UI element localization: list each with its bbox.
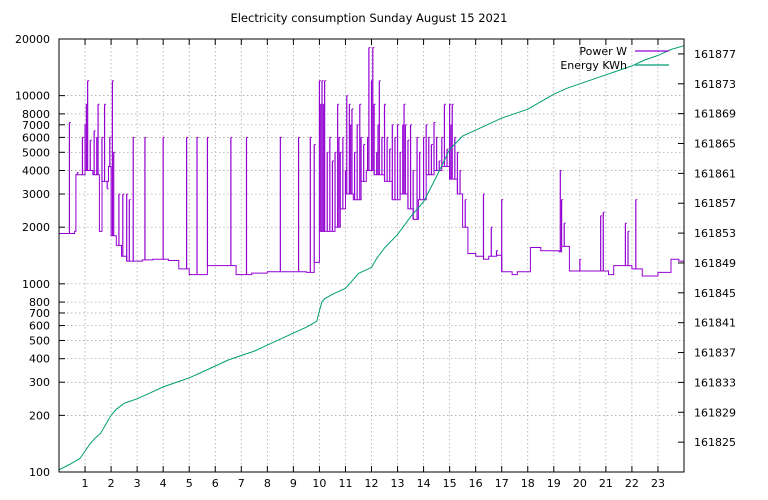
y-tick-label: 800 bbox=[29, 296, 50, 309]
legend-label-power: Power W bbox=[579, 45, 627, 58]
y2-tick-label: 161849 bbox=[694, 257, 736, 270]
y-tick-label: 300 bbox=[29, 376, 50, 389]
y-tick-label: 8000 bbox=[22, 108, 50, 121]
energy-series-line bbox=[58, 45, 685, 471]
legend: Power W Energy KWh bbox=[560, 45, 669, 72]
x-tick-label: 14 bbox=[417, 477, 431, 490]
y2-tick-label: 161865 bbox=[694, 138, 736, 151]
x-tick-label: 17 bbox=[495, 477, 509, 490]
x-tick-label: 10 bbox=[312, 477, 326, 490]
x-tick-label: 15 bbox=[443, 477, 457, 490]
x-tick-label: 12 bbox=[365, 477, 379, 490]
legend-label-energy: Energy KWh bbox=[560, 59, 627, 72]
y-tick-label: 700 bbox=[29, 307, 50, 320]
y-tick-label: 500 bbox=[29, 334, 50, 347]
y-tick-label: 400 bbox=[29, 353, 50, 366]
x-tick-label: 22 bbox=[625, 477, 639, 490]
y2-tick-label: 161873 bbox=[694, 78, 736, 91]
y-tick-label: 100 bbox=[29, 466, 50, 479]
x-tick-label: 9 bbox=[290, 477, 297, 490]
x-tick-label: 5 bbox=[186, 477, 193, 490]
y-tick-label: 5000 bbox=[22, 146, 50, 159]
y-tick-label: 6000 bbox=[22, 131, 50, 144]
x-tick-label: 11 bbox=[338, 477, 352, 490]
y-tick-label: 10000 bbox=[15, 90, 50, 103]
y2-tick-label: 161853 bbox=[694, 227, 736, 240]
x-tick-label: 21 bbox=[599, 477, 613, 490]
y2-tick-label: 161845 bbox=[694, 287, 736, 300]
x-tick-label: 7 bbox=[238, 477, 245, 490]
x-tick-label: 20 bbox=[573, 477, 587, 490]
x-tick-label: 23 bbox=[651, 477, 665, 490]
y2-tick-label: 161841 bbox=[694, 317, 736, 330]
y-tick-label: 20000 bbox=[15, 33, 50, 46]
x-tick-label: 19 bbox=[547, 477, 561, 490]
x-tick-label: 18 bbox=[521, 477, 535, 490]
y2-tick-label: 161869 bbox=[694, 108, 736, 121]
x-tick-label: 2 bbox=[108, 477, 115, 490]
y2-tick-label: 161837 bbox=[694, 347, 736, 360]
y-tick-label: 3000 bbox=[22, 188, 50, 201]
y2-tick-label: 161825 bbox=[694, 436, 736, 449]
y-tick-label: 4000 bbox=[22, 165, 50, 178]
y2-tick-label: 161833 bbox=[694, 376, 736, 389]
y-tick-label: 2000 bbox=[22, 221, 50, 234]
y2-tick-label: 161861 bbox=[694, 167, 736, 180]
y-tick-label: 7000 bbox=[22, 119, 50, 132]
x-tick-label: 8 bbox=[264, 477, 271, 490]
y-tick-label: 200 bbox=[29, 409, 50, 422]
x-tick-label: 4 bbox=[160, 477, 167, 490]
x-tick-label: 16 bbox=[469, 477, 483, 490]
x-tick-label: 1 bbox=[82, 477, 89, 490]
y2-tick-label: 161829 bbox=[694, 406, 736, 419]
y-tick-label: 600 bbox=[29, 320, 50, 333]
y2-tick-label: 161877 bbox=[694, 48, 736, 61]
chart-title: Electricity consumption Sunday August 15… bbox=[230, 11, 507, 25]
y2-tick-label: 161857 bbox=[694, 197, 736, 210]
axes: 1 2 3 4 5 6 7 8 9 10 11 12 13 14 15 16 17 18 19 20 21 22 23100… bbox=[15, 33, 736, 490]
x-tick-label: 6 bbox=[212, 477, 219, 490]
x-tick-label: 13 bbox=[391, 477, 405, 490]
series-layer bbox=[58, 45, 685, 471]
y-tick-label: 1000 bbox=[22, 278, 50, 291]
x-tick-label: 3 bbox=[134, 477, 141, 490]
